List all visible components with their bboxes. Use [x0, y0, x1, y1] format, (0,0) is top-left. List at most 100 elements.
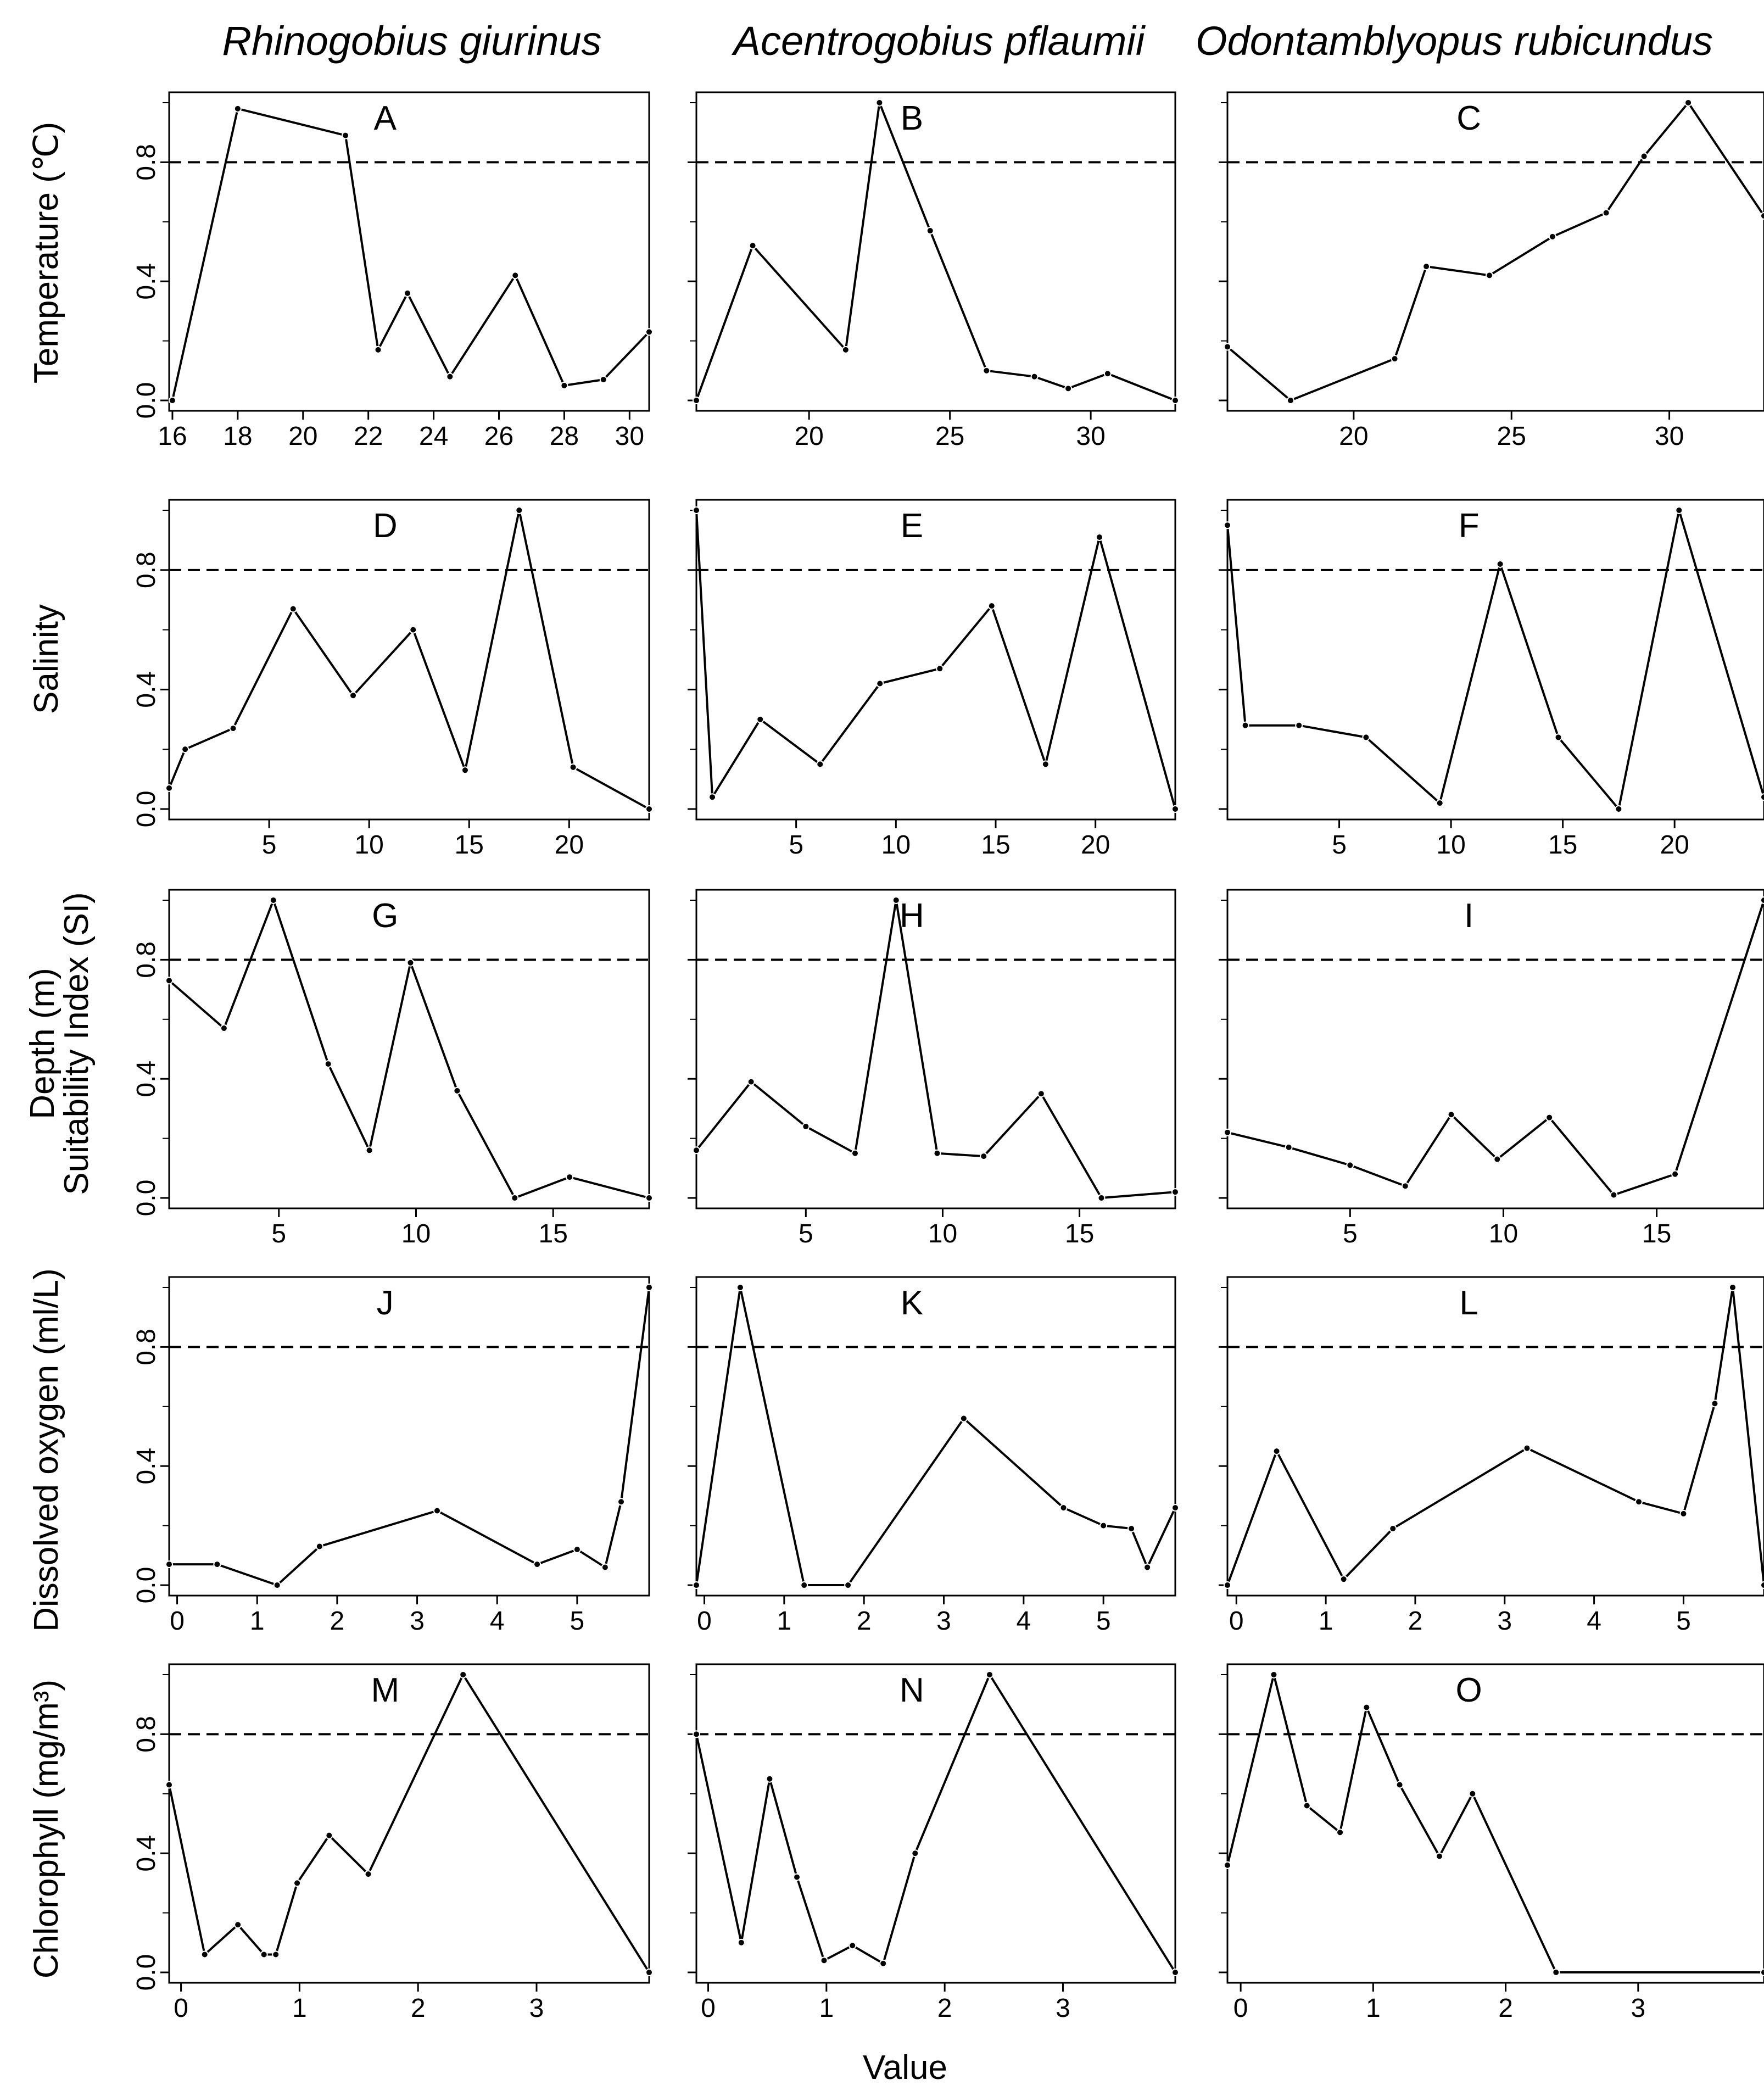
- row-label-depth: Depth (m): [24, 968, 62, 1119]
- si-data-point: [844, 1581, 852, 1590]
- x-tick-label: 20: [1660, 830, 1689, 860]
- x-tick-label: 15: [539, 1219, 568, 1248]
- x-tick-label: 1: [819, 1994, 834, 2023]
- si-data-point: [213, 1560, 221, 1569]
- si-data-point: [1295, 721, 1303, 729]
- x-tick-label: 10: [401, 1219, 431, 1248]
- panel-d-frame: [168, 499, 650, 821]
- x-tick-label: 10: [928, 1219, 957, 1248]
- x-tick-label: 4: [1587, 1607, 1601, 1636]
- panel-letter-l: L: [1459, 1284, 1478, 1322]
- si-data-point: [749, 242, 757, 250]
- si-data-point: [599, 376, 607, 384]
- x-tick-label: 3: [410, 1607, 425, 1636]
- si-series-line: [171, 107, 650, 401]
- panel-i-frame: [1226, 889, 1764, 1209]
- panel-letter-k: K: [901, 1284, 923, 1322]
- si-data-point: [200, 1950, 209, 1959]
- x-tick-label: 24: [419, 422, 448, 451]
- si-data-point: [566, 1173, 574, 1181]
- x-tick-label: 0: [697, 1607, 712, 1636]
- si-data-point: [1272, 1447, 1281, 1456]
- panel-letter-d: D: [373, 507, 398, 545]
- si-data-point: [816, 760, 824, 768]
- si-data-point: [1099, 1521, 1108, 1530]
- panel-l: 0 1 2 3 4 5 L: [1219, 1276, 1764, 1636]
- si-data-point: [569, 763, 577, 771]
- si-data-point: [165, 1560, 173, 1569]
- panel-letter-n: N: [900, 1671, 924, 1709]
- x-tick-label: 3: [1056, 1994, 1070, 2023]
- si-data-point: [693, 1146, 700, 1155]
- si-data-point: [446, 372, 454, 381]
- row-label-chlorophyll: Chlorophyll (mg/m³): [27, 1680, 65, 1978]
- x-tick-label: 26: [484, 422, 513, 451]
- si-data-point: [800, 1581, 808, 1590]
- si-data-point: [1496, 560, 1504, 568]
- si-data-point: [220, 1024, 228, 1033]
- si-series-line: [1226, 102, 1764, 402]
- x-tick-label: 1: [292, 1994, 307, 2023]
- si-data-point: [1469, 1789, 1477, 1798]
- si-data-point: [1391, 355, 1399, 363]
- si-data-point: [933, 1149, 941, 1157]
- si-series-line: [695, 1286, 1176, 1586]
- x-tick-label: 3: [1631, 1994, 1645, 2023]
- si-series-line: [695, 102, 1176, 402]
- si-data-point: [461, 766, 469, 774]
- x-tick-label: 5: [789, 830, 803, 860]
- x-tick-label: 20: [1339, 422, 1368, 451]
- si-data-point: [1143, 1563, 1152, 1571]
- si-data-point: [1171, 1504, 1179, 1512]
- si-series-line: [168, 1674, 650, 1973]
- si-data-point: [374, 345, 382, 354]
- si-data-point: [1711, 1399, 1719, 1408]
- panel-letter-h: H: [900, 897, 924, 935]
- si-data-point: [851, 1149, 859, 1157]
- si-data-point: [756, 715, 764, 723]
- si-data-point: [406, 958, 415, 967]
- si-data-point: [985, 1670, 993, 1679]
- x-tick-label: 5: [262, 830, 277, 860]
- si-data-point: [515, 506, 523, 515]
- y-tick-label: 0.4: [132, 263, 161, 300]
- x-tick-label: 15: [455, 830, 484, 860]
- x-tick-label: 15: [1642, 1219, 1671, 1248]
- si-data-point: [260, 1950, 268, 1959]
- si-data-point: [269, 896, 277, 904]
- si-data-point: [693, 1581, 700, 1590]
- si-data-point: [737, 1938, 745, 1947]
- si-data-point: [1447, 1111, 1455, 1119]
- si-series-line: [1226, 1286, 1764, 1586]
- x-tick-label: 5: [271, 1219, 286, 1248]
- si-data-point: [766, 1775, 774, 1783]
- si-data-point: [1389, 1525, 1397, 1533]
- si-data-point: [987, 602, 996, 610]
- si-data-point: [645, 1969, 653, 1977]
- x-tick-label: 25: [935, 422, 964, 451]
- si-data-point: [1037, 1090, 1045, 1098]
- si-data-point: [879, 1959, 887, 1967]
- x-tick-label: 0: [1229, 1607, 1244, 1636]
- si-data-point: [1760, 896, 1764, 904]
- x-tick-label: 15: [981, 830, 1010, 860]
- panel-g: 0.0 0.4 0.8 5 10 15 G: [132, 889, 653, 1248]
- x-tick-label: 2: [411, 1994, 426, 2023]
- si-data-point: [617, 1498, 626, 1506]
- si-data-point: [708, 793, 717, 801]
- si-data-point: [980, 1152, 988, 1161]
- x-tick-label: 5: [1096, 1607, 1111, 1636]
- si-data-point: [404, 289, 412, 297]
- si-data-point: [1095, 533, 1103, 541]
- si-data-point: [1435, 1852, 1443, 1860]
- si-data-point: [273, 1581, 281, 1590]
- si-data-point: [1602, 209, 1610, 217]
- si-data-point: [645, 1283, 653, 1291]
- si-data-point: [693, 1730, 700, 1738]
- panel-a-frame: [168, 91, 650, 412]
- si-data-point: [272, 1950, 280, 1959]
- panel-c-frame: [1226, 91, 1764, 412]
- si-data-point: [1760, 211, 1764, 220]
- panel-f-frame: [1226, 499, 1764, 821]
- si-data-point: [1171, 397, 1179, 405]
